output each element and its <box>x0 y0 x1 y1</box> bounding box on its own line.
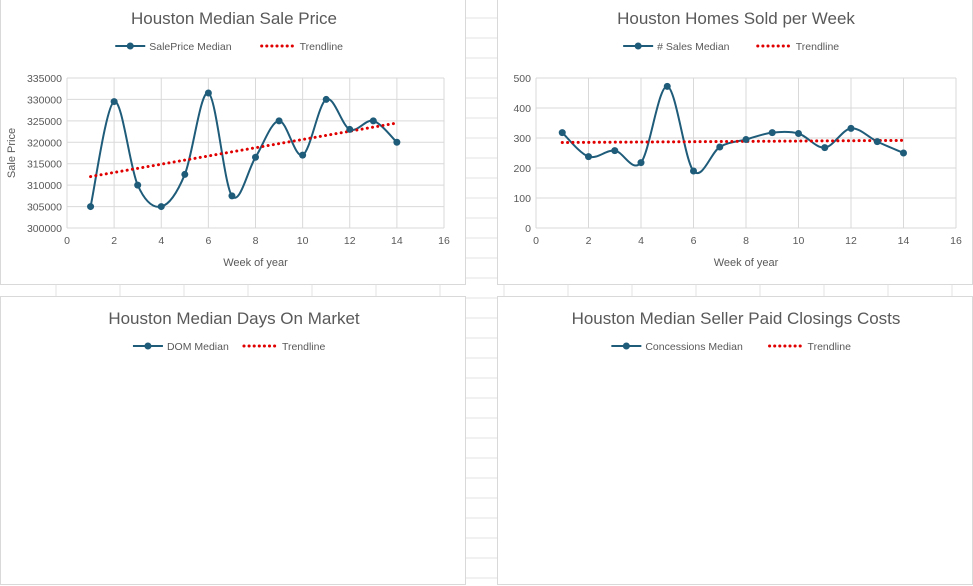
chart-title: Houston Median Sale Price <box>131 9 337 28</box>
data-point-week-5[interactable] <box>663 82 671 90</box>
y-tick-label: 310000 <box>27 180 62 192</box>
chart-svg: Houston Median Seller Paid Closings Cost… <box>572 309 901 353</box>
x-axis-label: Week of year <box>223 257 288 269</box>
y-tick-label: 400 <box>513 103 531 115</box>
legend-trend-label: Trendline <box>808 341 852 353</box>
trendline <box>89 121 399 179</box>
x-tick-label: 6 <box>205 235 211 247</box>
x-tick-label: 4 <box>638 235 644 247</box>
legend[interactable]: # Sales Median Trendline <box>623 41 839 53</box>
legend[interactable]: DOM Median Trendline <box>132 341 326 353</box>
data-point-week-9[interactable] <box>275 117 283 125</box>
legend-trend-label: Trendline <box>300 41 344 53</box>
chart-median-sale-price[interactable]: Houston Median Sale Price 300000 305000 310… <box>0 0 466 285</box>
data-point-week-10[interactable] <box>795 130 802 137</box>
data-point-week-12[interactable] <box>847 124 855 132</box>
y-tick-label: 100 <box>513 193 531 205</box>
x-axis-label: Week of year <box>714 257 779 269</box>
data-point-week-8[interactable] <box>252 153 259 161</box>
data-point-week-11[interactable] <box>821 144 829 152</box>
x-tick-label: 8 <box>743 235 749 247</box>
y-tick-label: 320000 <box>27 137 62 149</box>
legend-trend-label: Trendline <box>796 41 840 53</box>
y-tick-label: 330000 <box>27 94 62 106</box>
x-tick-label: 6 <box>691 235 697 247</box>
x-tick-label: 16 <box>950 235 962 247</box>
chart-title: Houston Homes Sold per Week <box>617 9 855 28</box>
y-tick-label: 300000 <box>27 223 62 235</box>
y-tick-label: 500 <box>513 73 531 85</box>
chart-median-seller-paid-closing-costs[interactable]: Houston Median Seller Paid Closings Cost… <box>497 296 973 585</box>
data-point-week-3[interactable] <box>134 181 142 189</box>
data-point-week-11[interactable] <box>322 95 330 103</box>
y-tick-label: 300 <box>513 133 531 145</box>
x-tick-label: 2 <box>586 235 592 247</box>
x-tick-label: 10 <box>793 235 805 247</box>
data-point-week-6[interactable] <box>690 167 697 175</box>
chart-svg: Houston Median Days On Market05101520253… <box>108 309 360 353</box>
y-tick-label: 335000 <box>27 73 62 85</box>
legend-series-marker <box>634 42 642 50</box>
x-tick-label: 4 <box>158 235 164 247</box>
x-tick-label: 16 <box>438 235 450 247</box>
legend[interactable]: Concessions Median Trendline <box>611 341 851 353</box>
data-point-week-5[interactable] <box>181 170 189 178</box>
y-axis-label: Sale Price <box>6 128 18 178</box>
chart-homes-sold-per-week[interactable]: Houston Homes Sold per Week 0 100 200 300 400… <box>497 0 973 285</box>
x-tick-label: 2 <box>111 235 117 247</box>
data-point-week-8[interactable] <box>742 136 750 143</box>
data-point-week-14[interactable] <box>900 149 907 157</box>
data-point-week-4[interactable] <box>157 203 165 211</box>
data-point-week-1[interactable] <box>558 129 566 137</box>
y-tick-label: 315000 <box>27 159 62 171</box>
data-point-week-7[interactable] <box>716 143 724 151</box>
x-tick-label: 8 <box>253 235 259 247</box>
chart-svg: Houston Homes Sold per Week0100200300400… <box>513 9 962 269</box>
data-point-week-12[interactable] <box>346 125 354 133</box>
data-point-week-9[interactable] <box>768 129 776 137</box>
data-point-week-4[interactable] <box>637 159 645 167</box>
x-tick-label: 14 <box>898 235 910 247</box>
chart-svg: Houston Median Sale Price 300000 305000 310… <box>6 9 450 269</box>
y-tick-label: 0 <box>525 223 531 235</box>
legend-series-label: # Sales Median <box>657 41 730 53</box>
data-point-week-10[interactable] <box>299 151 307 159</box>
chart-median-days-on-market[interactable]: Houston Median Days On Market05101520253… <box>0 296 466 585</box>
data-point-week-14[interactable] <box>393 138 401 146</box>
series-line <box>89 91 398 208</box>
legend-trend-label: Trendline <box>282 341 326 353</box>
x-tick-label: 10 <box>297 235 309 247</box>
y-tick-label: 325000 <box>27 116 62 128</box>
x-tick-label: 12 <box>845 235 857 247</box>
legend-series-marker <box>622 342 630 350</box>
legend[interactable]: SalePrice Median Trendline <box>115 41 343 53</box>
data-point-week-2[interactable] <box>585 153 592 161</box>
legend-series-marker <box>144 342 152 350</box>
data-point-week-6[interactable] <box>204 89 212 97</box>
data-point-week-3[interactable] <box>611 147 619 155</box>
data-point-week-1[interactable] <box>87 203 95 211</box>
legend-series-label: DOM Median <box>167 341 229 353</box>
x-tick-label: 0 <box>64 235 70 247</box>
y-tick-label: 200 <box>513 163 531 175</box>
chart-title: Houston Median Days On Market <box>108 309 360 328</box>
data-point-week-13[interactable] <box>873 138 881 146</box>
x-tick-label: 14 <box>391 235 403 247</box>
data-point-week-13[interactable] <box>369 117 377 125</box>
data-point-week-2[interactable] <box>110 98 118 106</box>
legend-series-label: Concessions Median <box>645 341 743 353</box>
x-tick-label: 12 <box>344 235 356 247</box>
y-tick-label: 305000 <box>27 202 62 214</box>
x-tick-label: 0 <box>533 235 539 247</box>
legend-series-label: SalePrice Median <box>149 41 231 53</box>
series-line <box>561 85 904 175</box>
legend-series-marker <box>126 42 134 50</box>
chart-title: Houston Median Seller Paid Closings Cost… <box>572 309 901 328</box>
data-point-week-7[interactable] <box>228 192 236 200</box>
trendline <box>560 138 905 144</box>
